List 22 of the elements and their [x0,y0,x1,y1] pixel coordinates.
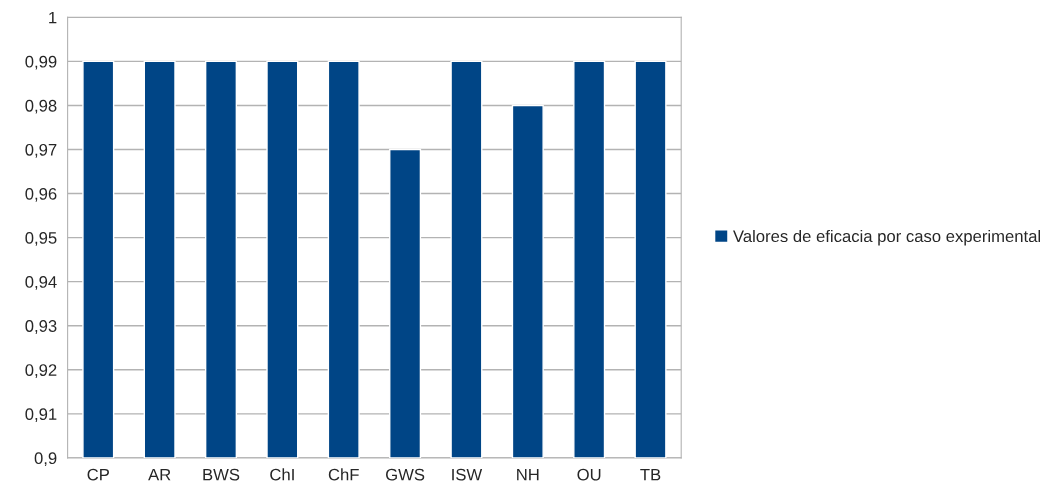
y-tick-label: 0,97 [25,143,57,158]
legend-label: Valores de eficacia por caso experimental [733,229,1040,246]
y-tick-label: 0,95 [25,232,57,246]
y-tick-label: 0,9 [34,452,57,467]
y-tick-label: 0,99 [25,55,57,70]
x-tick-label: NH [517,468,539,481]
y-tick-label: 1 [49,11,57,24]
y-tick-label: 0,94 [25,276,57,290]
x-tick-label: ChI [270,468,294,481]
x-tick-label: ISW [452,468,483,481]
x-tick-label: GWS [386,468,425,481]
y-tick-label: 0,92 [25,364,57,378]
y-tick-label: 0,96 [25,187,57,202]
y-tick-label: 0,91 [25,408,57,422]
x-tick-label: OU [577,468,601,481]
x-tick-label: TB [640,468,661,481]
y-tick-label: 0,93 [25,320,57,334]
x-tick-label: AR [148,468,171,481]
x-tick-label: CP [87,468,109,481]
x-tick-label: ChF [328,468,359,481]
x-tick-label: BWS [203,468,240,481]
y-tick-label: 0,98 [25,99,57,114]
